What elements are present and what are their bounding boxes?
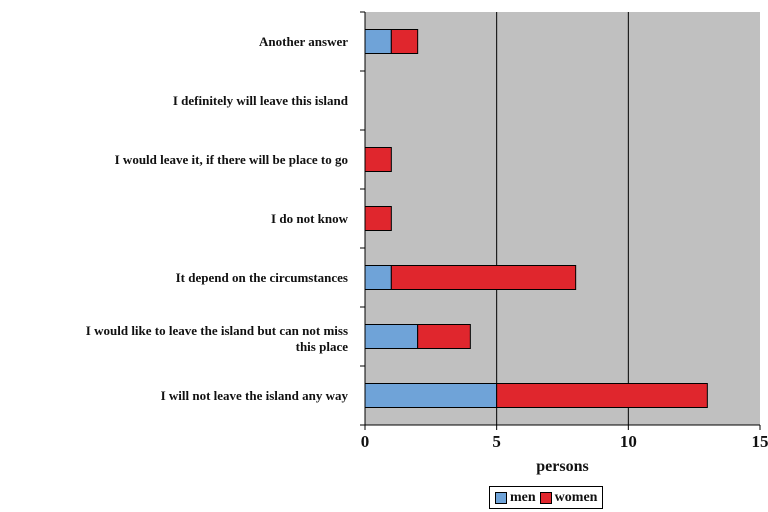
plot-area	[365, 12, 760, 425]
x-tick-label: 15	[751, 432, 768, 451]
bar-women	[364, 147, 392, 172]
category-label: It depend on the circumstances	[175, 269, 348, 285]
legend-item-men: men	[495, 490, 536, 506]
x-tick-label: 0	[360, 432, 370, 451]
legend-swatch-women	[539, 491, 552, 504]
x-axis-title: persons	[536, 458, 589, 475]
bars	[364, 29, 708, 408]
axis-ticks	[360, 11, 761, 430]
gridlines	[496, 12, 629, 425]
category-label: I definitely will leave this island	[172, 92, 348, 108]
x-tick-label: 10	[619, 432, 637, 451]
bar-men	[364, 383, 498, 408]
bar-women	[496, 383, 708, 408]
bar-men	[364, 324, 419, 349]
legend-swatch-men	[495, 491, 507, 504]
category-label: I would leave it, if there will be place…	[114, 151, 348, 167]
legend-item-women: women	[539, 489, 598, 506]
legend-label-men: men	[510, 489, 536, 505]
category-label: I would like to leave the island but can…	[85, 322, 348, 354]
bar-women	[417, 324, 471, 349]
category-label: Another answer	[259, 33, 348, 49]
x-tick-label: 5	[492, 432, 501, 451]
bar-women	[390, 29, 419, 54]
category-label: I do not know	[271, 210, 348, 226]
legend-label-women: women	[554, 489, 598, 505]
bar-men	[364, 265, 392, 290]
category-label: I will not leave the island any way	[160, 387, 348, 403]
bar-men	[364, 29, 392, 54]
bar-women	[390, 265, 577, 290]
legend: men women	[489, 486, 604, 509]
bar-women	[364, 206, 392, 231]
